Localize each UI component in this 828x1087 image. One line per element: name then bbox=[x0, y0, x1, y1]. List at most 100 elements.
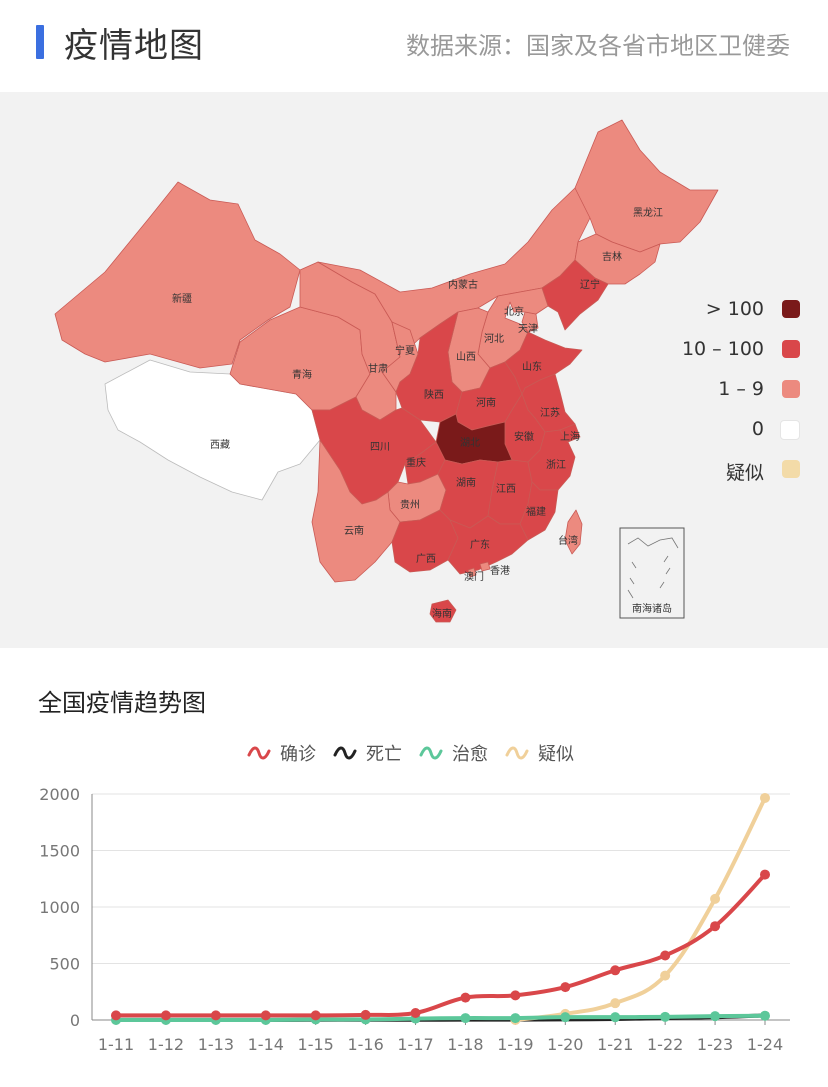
series-legend-item[interactable]: 疑似 bbox=[504, 740, 584, 766]
province-label-jiangxi: 江西 bbox=[496, 483, 516, 495]
x-tick-label: 1-14 bbox=[248, 1035, 284, 1054]
data-point bbox=[610, 998, 621, 1009]
series-legend-label: 死亡 bbox=[366, 744, 402, 765]
legend-label: 0 bbox=[751, 418, 764, 440]
data-point bbox=[660, 1011, 671, 1022]
province-label-hainan: 海南 bbox=[432, 607, 452, 620]
province-label-guangxi: 广西 bbox=[416, 553, 436, 565]
province-liaoning[interactable] bbox=[541, 259, 609, 331]
data-point bbox=[260, 1010, 271, 1021]
province-label-henan: 河南 bbox=[476, 396, 496, 409]
series-legend-item[interactable]: 死亡 bbox=[332, 740, 412, 766]
legend-item[interactable]: 疑似 bbox=[640, 458, 800, 484]
data-point bbox=[510, 990, 521, 1001]
x-tick-label: 1-20 bbox=[547, 1035, 583, 1054]
series-legend-label: 确诊 bbox=[280, 744, 316, 765]
province-label-taiwan: 台湾 bbox=[558, 534, 578, 547]
series-legend-label: 治愈 bbox=[452, 744, 488, 765]
x-tick-label: 1-19 bbox=[497, 1035, 533, 1054]
y-tick-label: 2000 bbox=[39, 785, 80, 804]
province-label-xianggang: 香港 bbox=[490, 565, 510, 577]
legend-item[interactable]: 0 bbox=[640, 418, 800, 442]
legend-label: > 100 bbox=[705, 298, 764, 320]
x-tick-label: 1-18 bbox=[447, 1035, 483, 1054]
province-xinjiang[interactable] bbox=[54, 181, 301, 369]
province-heilongjiang[interactable] bbox=[574, 119, 719, 253]
data-point bbox=[760, 1010, 770, 1021]
x-tick-label: 1-11 bbox=[98, 1035, 134, 1054]
y-tick-label: 0 bbox=[70, 1011, 80, 1030]
data-point bbox=[660, 970, 671, 981]
series-legend-item[interactable]: 确诊 bbox=[246, 740, 326, 766]
data-source-note: 数据来源：国家及各省市地区卫健委 bbox=[406, 32, 790, 60]
x-tick-label: 1-21 bbox=[597, 1035, 633, 1054]
province-taiwan[interactable] bbox=[564, 509, 583, 555]
x-tick-label: 1-17 bbox=[397, 1035, 433, 1054]
province-label-hubei: 湖北 bbox=[460, 437, 480, 449]
inset-label: 南海诸岛 bbox=[632, 602, 672, 615]
series-legend-label: 疑似 bbox=[538, 744, 574, 765]
y-tick-label: 500 bbox=[49, 955, 80, 974]
legend-swatch bbox=[780, 420, 800, 440]
data-point bbox=[210, 1010, 221, 1021]
data-point bbox=[460, 992, 471, 1003]
legend-label: 1 – 9 bbox=[718, 378, 764, 400]
x-tick-label: 1-16 bbox=[347, 1035, 383, 1054]
province-xizang[interactable] bbox=[104, 359, 321, 501]
province-label-guangdong: 广东 bbox=[470, 538, 490, 551]
data-point bbox=[660, 950, 671, 961]
trend-line-chart: 0 500 1000 1500 2000 1-11 1-12 1-13 1-14 1-15 1-16… bbox=[39, 785, 790, 1054]
province-label-guizhou: 贵州 bbox=[400, 498, 420, 511]
province-guangdong[interactable] bbox=[447, 515, 529, 575]
province-label-fujian: 福建 bbox=[526, 505, 546, 518]
series-legend-item[interactable]: 治愈 bbox=[418, 740, 498, 766]
data-point bbox=[360, 1009, 371, 1020]
province-label-neimenggu: 内蒙古 bbox=[448, 278, 478, 291]
data-point bbox=[610, 1012, 621, 1023]
y-tick-label: 1500 bbox=[39, 842, 80, 861]
series-line-0 bbox=[114, 872, 767, 1018]
province-label-qinghai: 青海 bbox=[292, 368, 312, 381]
data-point bbox=[760, 792, 770, 803]
data-point bbox=[160, 1010, 171, 1021]
x-tick-label: 1-22 bbox=[647, 1035, 683, 1054]
province-label-aomen: 澳门 bbox=[464, 570, 484, 583]
province-label-jilin: 吉林 bbox=[602, 250, 622, 263]
wave-icon bbox=[505, 746, 529, 760]
province-label-anhui: 安徽 bbox=[514, 430, 534, 443]
south-china-sea-inset: 南海诸岛 bbox=[619, 527, 685, 619]
wave-icon bbox=[247, 746, 271, 760]
data-point bbox=[710, 1011, 721, 1022]
data-point bbox=[310, 1010, 321, 1021]
chart-series-legend: 确诊 死亡 治愈 疑似 bbox=[0, 740, 828, 766]
province-label-beijing: 北京 bbox=[504, 305, 524, 318]
province-hainan[interactable] bbox=[429, 599, 457, 623]
data-point bbox=[510, 1013, 521, 1024]
legend-item[interactable]: 10 – 100 bbox=[640, 338, 800, 362]
legend-label: 疑似 bbox=[725, 462, 764, 484]
y-tick-label: 1000 bbox=[39, 898, 80, 917]
legend-swatch bbox=[782, 460, 800, 478]
province-label-yunnan: 云南 bbox=[344, 524, 364, 537]
province-label-sichuan: 四川 bbox=[370, 442, 390, 453]
epidemic-map-panel: 南海诸岛 新疆 西藏 青海 甘肃 内蒙古 黑龙江 吉林 辽宁 北京 天津 河北 山西 宁夏 陕西 河南 山东江… bbox=[0, 92, 828, 648]
title-accent-bar bbox=[36, 25, 44, 59]
data-point bbox=[610, 965, 621, 976]
province-aomen[interactable] bbox=[467, 567, 477, 578]
province-xianggang[interactable] bbox=[479, 561, 491, 572]
province-label-xizang: 西藏 bbox=[210, 439, 230, 451]
x-tick-label: 1-23 bbox=[697, 1035, 733, 1054]
province-label-hunan: 湖南 bbox=[456, 476, 476, 489]
legend-swatch bbox=[782, 300, 800, 318]
x-tick-label: 1-13 bbox=[198, 1035, 234, 1054]
legend-swatch bbox=[782, 340, 800, 358]
legend-item[interactable]: 1 – 9 bbox=[640, 378, 800, 402]
province-label-heilongjiang: 黑龙江 bbox=[633, 206, 663, 219]
x-tick-label: 1-15 bbox=[298, 1035, 334, 1054]
page-header: 疫情地图 数据来源：国家及各省市地区卫健委 bbox=[0, 0, 828, 88]
legend-item[interactable]: > 100 bbox=[640, 298, 800, 322]
trend-chart-title: 全国疫情趋势图 bbox=[38, 689, 206, 717]
data-point bbox=[410, 1007, 421, 1018]
page-title: 疫情地图 bbox=[64, 26, 204, 66]
